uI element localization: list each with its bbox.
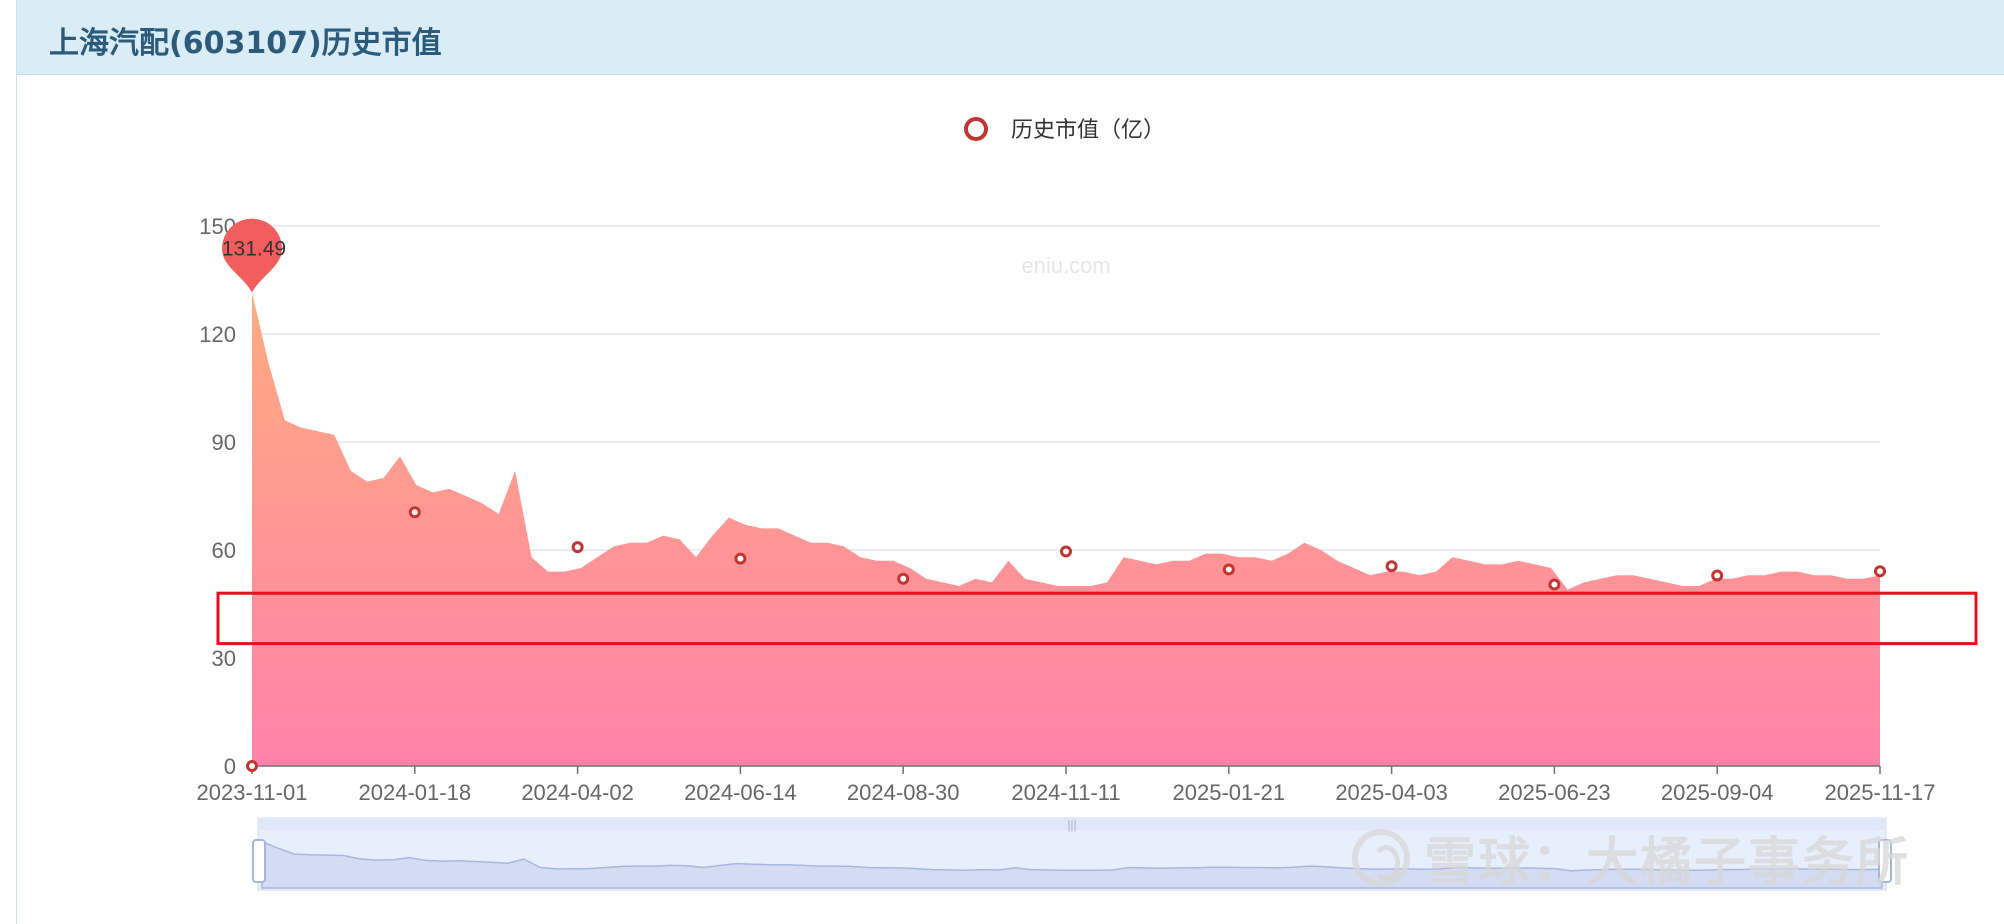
legend-label[interactable]: 历史市值（亿） — [1011, 118, 1165, 143]
x-tick-label: 2025-06-23 — [1498, 780, 1611, 805]
y-tick-label: 90 — [212, 430, 236, 455]
x-tick-label: 2024-01-18 — [359, 780, 472, 805]
series-area — [252, 292, 1880, 766]
data-point-marker[interactable] — [408, 506, 421, 519]
area-series — [252, 292, 1880, 766]
x-tick-label: 2024-04-02 — [521, 780, 634, 805]
xueqiu-watermark-text: 雪球：大橘子事务所 — [1424, 833, 1911, 893]
data-point-marker[interactable] — [246, 760, 258, 772]
data-point-marker[interactable] — [1060, 545, 1072, 558]
data-point-marker[interactable] — [734, 552, 747, 565]
x-tick-label: 2025-04-03 — [1335, 780, 1448, 805]
zoom-left-handle[interactable] — [252, 839, 266, 883]
highlight-box — [216, 591, 1978, 646]
max-pin-icon[interactable] — [222, 218, 282, 293]
page-title: 上海汽配(603107)历史市值 — [49, 26, 442, 61]
x-tick-label: 2024-11-11 — [1011, 780, 1120, 805]
y-tick-label: 120 — [199, 322, 236, 347]
legend[interactable]: 历史市值（亿） — [964, 117, 1165, 143]
zoom-slider-top-bar[interactable] — [258, 818, 1886, 830]
x-tick-label: 2025-09-04 — [1661, 780, 1774, 805]
data-point-marker[interactable] — [1711, 569, 1724, 582]
zoom-preview-line — [261, 840, 1883, 889]
highlight-box-layer — [216, 591, 1978, 646]
x-tick-label: 2023-11-01 — [197, 780, 308, 805]
data-point-marker[interactable] — [1548, 578, 1561, 591]
site-watermark: eniu.com — [1021, 253, 1110, 278]
x-tick-label: 2024-08-30 — [847, 780, 960, 805]
max-value-pin: 131.49 — [222, 218, 286, 293]
data-point-marker[interactable] — [897, 572, 910, 585]
xueqiu-watermark: 雪球：大橘子事务所 — [1352, 820, 1910, 895]
data-point-marker[interactable] — [1385, 560, 1398, 573]
sample-markers — [246, 506, 1886, 772]
data-zoom-slider[interactable]: ||| — [252, 817, 1892, 891]
panel-header: 上海汽配(603107)历史市值 — [17, 0, 2004, 75]
data-point-marker[interactable] — [1874, 565, 1886, 578]
y-tick-label: 60 — [212, 538, 236, 563]
legend-marker[interactable] — [964, 117, 988, 141]
y-tick-label: 0 — [224, 754, 236, 779]
y-tick-label: 30 — [212, 646, 236, 671]
max-pin-label: 131.49 — [222, 238, 286, 261]
x-tick-label: 2025-11-17 — [1825, 780, 1936, 805]
data-point-marker[interactable] — [571, 541, 584, 554]
zoom-right-handle[interactable] — [1878, 839, 1892, 883]
zoom-drag-grip-icon[interactable]: ||| — [1067, 818, 1076, 832]
chart-panel: 上海汽配(603107)历史市值 — [16, 0, 2004, 924]
x-tick-label: 2025-01-21 — [1173, 780, 1286, 805]
xueqiu-logo-icon — [1352, 828, 1410, 887]
data-point-marker[interactable] — [1222, 563, 1235, 576]
x-tick-label: 2024-06-14 — [684, 780, 797, 805]
